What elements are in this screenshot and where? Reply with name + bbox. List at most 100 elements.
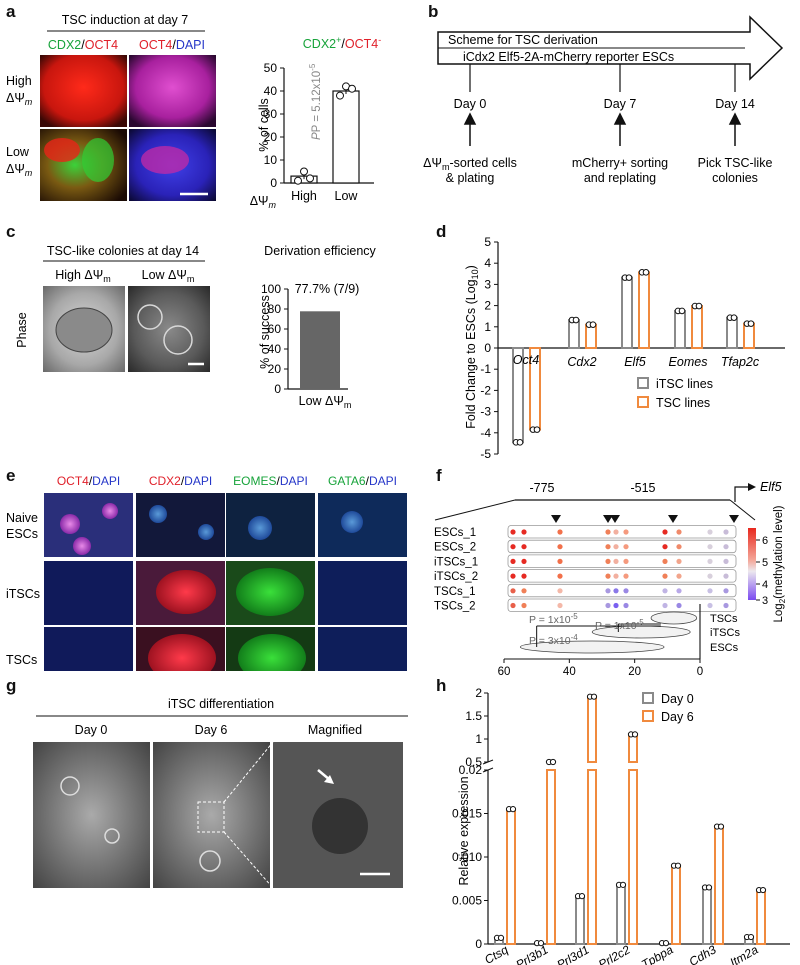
a-point [300,167,308,176]
a-img-high-oct4-dapi [129,55,216,127]
d-bar-chart: -5 -4 -3 -2 -1 0 1 2 3 4 5 Oct4 Cdx2 Elf5 Eomes Tfap2c [480,235,785,461]
g-img-day0 [33,742,150,888]
c-xcat: Low ΔΨm [299,394,352,410]
f-cpg-dot [676,573,682,579]
f-cpg-dot [662,602,668,609]
d-point [516,439,524,446]
f-cpg-marker [551,515,561,523]
f-cpg-dot [557,544,563,550]
b-title: Scheme for TSC derivation [448,33,598,47]
f-cpg-marker [603,515,613,523]
h-ytick-label: 0.010 [452,850,482,864]
h-point [537,940,545,947]
f-cpg-dot [510,588,516,594]
h-xcat-prl2c2: Prl2c2 [596,942,633,965]
b-day-0: Day 0 [454,97,487,111]
f-cpg-dot [623,602,629,609]
d-legend-itsc: iTSC lines [656,377,713,391]
d-bar-tfap2c-tsc [743,322,755,350]
a-row-high: High [6,74,32,88]
d-point [589,321,597,328]
h-ytick-label: 2 [475,686,482,700]
panel-a: TSC induction at day 7 CDX2/OCT4 OCT4/DA… [6,13,381,210]
d-ytick-label: -2 [480,383,491,397]
c-ytick-label: 20 [268,362,282,376]
f-sample-label: iTSCs_1 [434,556,478,568]
f-pvalue-2: P = 1x10-5 [595,618,644,632]
h-point [631,731,639,738]
panel-label-b: b [428,2,439,21]
e-img-r2-c0 [44,627,133,691]
e-naive-colony [73,537,91,555]
h-point [549,758,557,766]
f-cpg-marker [729,515,739,523]
h-xcat-prl3b1: Prl3b1 [513,942,550,965]
d-xcat-eomes: Eomes [669,355,708,369]
g-col-day6: Day 6 [195,723,228,737]
c-ytick-label: 80 [268,302,282,316]
f-cpg-dot [557,529,563,535]
h-point [705,884,713,891]
h-xcat-ctsq: Ctsq [482,942,511,965]
h-point [717,823,725,830]
f-cpg-dot [521,529,527,535]
f-violin-xtick-label: 0 [697,666,703,676]
f-cpg-dot [676,558,682,564]
f-violin [650,611,698,625]
f-cpg-dot [623,558,629,564]
b-day-14: Day 14 [715,97,755,111]
e-red-colony [148,634,216,682]
a-bar-chart: 0 10 20 30 40 50 High Low [264,61,374,203]
f-cpg-dot [557,588,563,594]
a-bar-low [332,90,360,184]
d-xcat-cdx2: Cdx2 [567,355,596,369]
h-legend-swatch-day0 [642,692,654,704]
a-ytick-label: 0 [270,176,277,190]
h-bar-prl3d1-day6-upper [587,695,597,763]
d-ytick-label: -5 [480,447,491,461]
h-legend-swatch-day6 [642,710,654,722]
b-step1-line2: & plating [446,171,495,185]
f-violin-xtick-label: 60 [498,666,511,676]
panel-e: OCT4/DAPI CDX2/DAPI EOMES/DAPI GATA6/DAPI N… [0,466,430,691]
c-chart-ylabel: % of success [258,295,272,369]
a-row-high-dpsi: ΔΨm [6,91,33,107]
h-ytick-label: 0.015 [452,807,482,821]
f-colorbar-tick-label: 6 [762,535,768,547]
a-point [348,84,356,93]
d-legend-swatch-tsc [637,396,649,408]
h-bar-cdh3-day6 [714,825,724,945]
a-ytick-label: 20 [264,130,278,144]
d-bar-eomes-itsc [674,309,686,349]
f-cpg-markers [551,515,739,523]
d-point [695,302,703,310]
f-colorbar-tick-label: 4 [762,579,768,591]
f-cpg-dot [623,588,629,594]
e-row-label: TSCs [6,653,37,667]
f-pos1: -775 [529,481,554,495]
f-cpg-dot [676,602,682,609]
f-violin-label: TSCs [710,613,738,625]
f-sample-box [507,525,737,539]
f-cpg-dot [521,558,527,564]
h-legend: Day 0 Day 6 [642,692,694,724]
b-step1-line1: ΔΨm-sorted cells [423,156,517,172]
f-cpg-dot [613,573,619,579]
h-point [759,886,767,894]
f-cpg-dot [707,558,713,564]
a-title: TSC induction at day 7 [62,13,189,27]
f-violin-label: iTSCs [710,627,740,639]
f-cpg-dot [662,588,668,594]
b-arrow-text: iCdx2 Elf5-2A-mCherry reporter ESCs [463,50,674,64]
f-cpg-dot [557,558,563,564]
a-row-low: Low [6,145,30,159]
d-ytick-label: 3 [484,277,491,291]
e-red-colony [156,570,216,614]
f-sample-box [507,583,737,598]
e-naive-colony [198,524,214,540]
e-image-grid [44,493,407,691]
h-ytick-label: 1 [475,732,482,746]
a-ytick-label: 50 [264,61,278,75]
b-step2-line1: mCherry+ sorting [572,156,668,170]
f-cpg-dot [605,558,611,564]
